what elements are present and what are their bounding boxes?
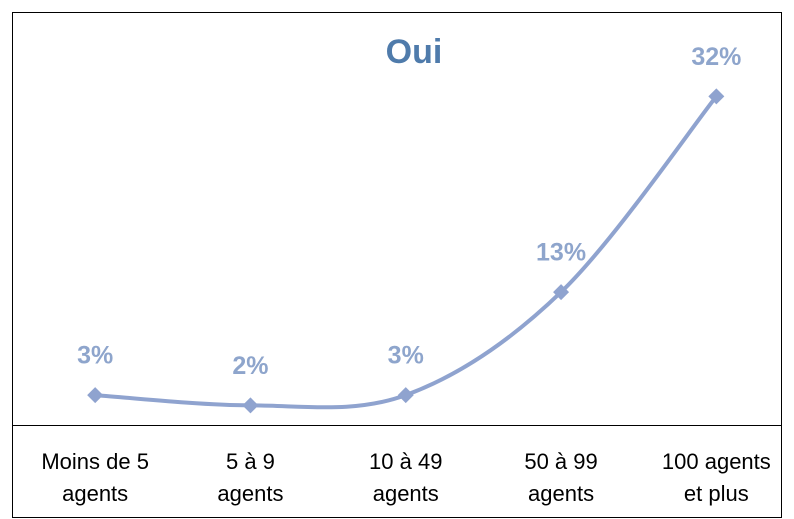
x-tick-label: agents (373, 481, 439, 506)
x-tick-label: et plus (684, 481, 749, 506)
x-tick-label: Moins de 5 (41, 449, 149, 474)
data-label: 3% (77, 342, 113, 370)
data-label: 2% (232, 352, 268, 380)
data-label: 13% (536, 239, 586, 267)
x-tick-label: 5 à 9 (226, 449, 275, 474)
data-label: 3% (388, 342, 424, 370)
marker (87, 387, 104, 404)
marker (397, 387, 414, 404)
chart-frame (12, 12, 782, 518)
x-tick-label: agents (217, 481, 283, 506)
x-tick-label: agents (528, 481, 594, 506)
x-tick-label: 10 à 49 (369, 449, 442, 474)
x-tick-label: agents (62, 481, 128, 506)
chart-title: Oui (386, 33, 443, 71)
line (95, 95, 718, 410)
x-tick-label: 50 à 99 (524, 449, 597, 474)
x-tick-label: 100 agents (662, 449, 771, 474)
data-label: 32% (691, 43, 741, 71)
marker (708, 88, 725, 105)
marker (242, 397, 259, 414)
marker (553, 284, 570, 301)
